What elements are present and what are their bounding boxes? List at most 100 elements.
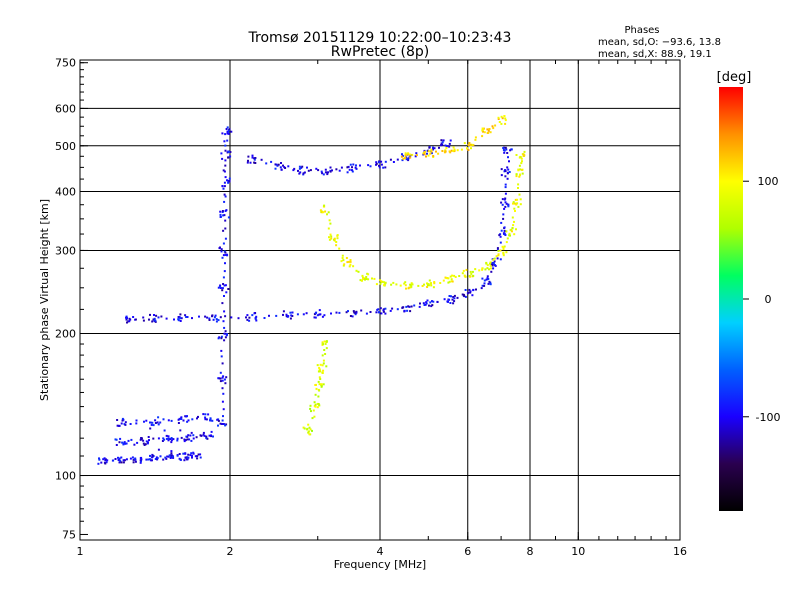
data-point (342, 259, 345, 262)
data-point (223, 270, 226, 273)
data-point (177, 418, 180, 421)
data-point (223, 193, 226, 196)
data-point (307, 423, 310, 426)
data-point (506, 152, 509, 154)
data-point (318, 383, 321, 386)
data-point (299, 171, 302, 174)
data-point (430, 148, 433, 151)
data-point (275, 314, 278, 317)
data-point (318, 376, 321, 379)
data-point (204, 416, 207, 419)
data-point (139, 461, 142, 464)
data-point (404, 157, 407, 160)
data-point (464, 289, 467, 291)
data-point (498, 234, 501, 237)
data-point (483, 279, 486, 282)
data-point (224, 195, 227, 198)
data-point (179, 313, 182, 316)
data-point (102, 458, 105, 461)
data-point (389, 158, 392, 161)
data-point (518, 175, 521, 178)
data-point (504, 186, 507, 189)
data-point (156, 421, 159, 424)
data-point (189, 434, 192, 437)
data-point (311, 417, 314, 420)
data-point (153, 317, 156, 320)
data-point (499, 235, 502, 238)
data-point (349, 263, 352, 266)
data-point (129, 457, 132, 460)
data-point (156, 457, 159, 460)
data-point (517, 205, 520, 208)
data-point (120, 461, 123, 464)
data-point (432, 300, 435, 303)
data-point (432, 146, 434, 149)
data-point (314, 316, 317, 319)
chart-subtitle: RwPretec (8p) (331, 44, 429, 60)
data-point (207, 413, 210, 416)
data-point (222, 187, 225, 190)
data-point (172, 455, 174, 458)
data-point (519, 198, 522, 201)
data-point (488, 268, 490, 271)
data-point (489, 262, 491, 265)
data-point (348, 168, 351, 171)
data-point (291, 311, 294, 314)
data-point (222, 169, 225, 172)
x-tick-label: 6 (464, 545, 471, 558)
data-point (400, 155, 403, 158)
data-point (413, 304, 416, 307)
data-point (415, 152, 418, 155)
data-point (327, 227, 330, 230)
data-point (168, 454, 171, 457)
data-point (329, 233, 332, 236)
data-point (219, 287, 222, 289)
data-point (255, 319, 258, 322)
data-point (458, 275, 461, 277)
data-point (355, 164, 357, 167)
data-point (182, 419, 185, 422)
data-point (289, 317, 292, 320)
data-point (317, 380, 320, 383)
data-point (205, 437, 208, 440)
data-point (507, 168, 510, 171)
data-point (203, 434, 206, 437)
data-point (222, 375, 225, 378)
data-point (346, 166, 349, 169)
data-point (489, 283, 492, 286)
data-point (375, 283, 378, 286)
data-point (500, 168, 503, 171)
data-point (197, 453, 200, 456)
data-point (152, 424, 155, 427)
data-point (228, 177, 231, 180)
data-point (302, 426, 305, 429)
data-point (502, 147, 505, 149)
data-point (429, 282, 432, 285)
data-point (483, 284, 486, 287)
data-point (310, 410, 312, 413)
data-point (505, 230, 508, 233)
data-point (224, 149, 227, 152)
data-point (124, 423, 127, 426)
data-point (342, 264, 345, 267)
data-point (219, 371, 222, 374)
data-point (415, 154, 418, 157)
data-point (440, 144, 442, 147)
data-point (142, 439, 145, 442)
data-point (246, 314, 249, 317)
data-point (224, 382, 227, 385)
data-point (249, 161, 252, 164)
data-point (513, 202, 516, 205)
data-point (384, 160, 387, 163)
data-point (321, 172, 324, 175)
data-point (504, 175, 507, 178)
data-point (251, 154, 254, 157)
data-point (378, 161, 380, 164)
data-point (378, 164, 380, 167)
data-point (430, 150, 433, 153)
data-point (331, 169, 333, 172)
data-point (227, 150, 230, 153)
data-point (205, 418, 208, 421)
data-point (167, 439, 170, 442)
